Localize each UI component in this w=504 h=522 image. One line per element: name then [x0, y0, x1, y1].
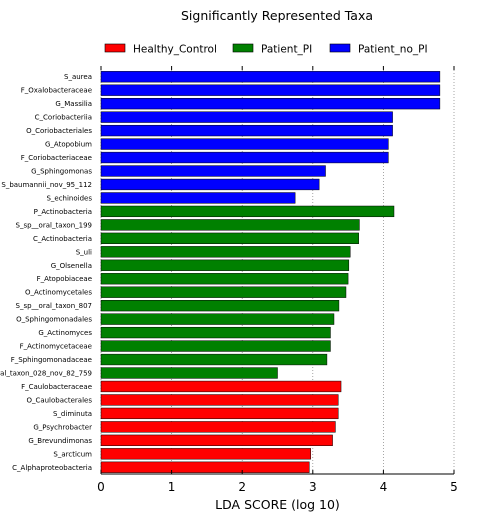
x-tick-label-0: 0: [97, 480, 105, 494]
category-label-17: O_Actinomycetales: [25, 289, 92, 297]
category-label-2: F_Oxalobacteraceae: [21, 87, 92, 95]
category-label-10: S_echinoides: [46, 194, 92, 202]
chart-title: Significantly Represented Taxa: [181, 8, 373, 23]
bar-8: [100, 165, 326, 177]
bar-13: [100, 232, 359, 244]
category-label-22: F_Sphingomonadaceae: [11, 356, 92, 364]
bar-2: [100, 84, 441, 96]
bar-29: [100, 448, 311, 460]
bar-27: [100, 421, 336, 433]
bar-26: [100, 407, 339, 420]
bar-11: [100, 205, 395, 218]
bar-20: [100, 326, 331, 339]
category-label-4: C_Coriobacteriia: [35, 114, 92, 122]
category-label-3: G_Massilia: [55, 100, 92, 108]
category-label-20: G_Actinomyces: [38, 329, 92, 337]
legend-swatch-1: [104, 43, 126, 53]
x-tick-label-1: 1: [168, 480, 176, 494]
category-label-1: S_aurea: [64, 73, 92, 81]
x-tick-label-5: 5: [450, 480, 458, 494]
category-label-25: O_Caulobacterales: [26, 396, 92, 404]
category-label-13: C_Actinobacteria: [33, 235, 92, 243]
category-label-8: G_Sphingomonas: [31, 168, 92, 176]
category-label-9: S_baumannii_nov_95_112: [1, 181, 92, 189]
category-label-19: O_Sphingomonadales: [16, 316, 92, 324]
category-label-7: F_Coriobacteriaceae: [21, 154, 92, 162]
category-label-6: G_Atopobium: [45, 141, 92, 149]
legend-swatch-2: [232, 43, 254, 53]
category-label-15: G_Olsenella: [51, 262, 92, 270]
x-tick-label-4: 4: [380, 480, 388, 494]
bar-10: [100, 192, 296, 204]
category-label-21: F_Actinomycetaceae: [20, 343, 92, 351]
category-label-28: G_Brevundimonas: [28, 437, 92, 445]
category-label-14: S_uli: [76, 248, 92, 256]
bar-1: [100, 71, 441, 83]
bar-16: [100, 273, 349, 285]
category-label-16: F_Atopobiaceae: [37, 275, 92, 283]
bar-18: [100, 300, 340, 312]
bar-4: [100, 111, 393, 123]
category-label-30: C_Alphaproteobacteria: [12, 464, 92, 472]
x-tick-label-3: 3: [309, 480, 317, 494]
legend: Healthy_Control Patient_PI Patient_no_PI: [104, 43, 428, 56]
category-label-5: O_Coriobacteriales: [26, 127, 92, 135]
bar-19: [100, 313, 335, 325]
category-label-29: S_arcticum: [53, 450, 92, 458]
category-label-18: S_sp__oral_taxon_807: [16, 302, 92, 310]
legend-label-3: Patient_no_PI: [358, 44, 428, 56]
legend-swatch-3: [329, 43, 351, 53]
legend-label-2: Patient_PI: [261, 44, 312, 56]
x-axis-label: LDA SCORE (log 10): [215, 497, 340, 512]
bar-7: [100, 151, 389, 164]
category-label-23: S_sp__oral_taxon_028_nov_82_759: [0, 370, 92, 378]
category-label-26: S_diminuta: [53, 410, 92, 418]
bar-5: [100, 124, 393, 137]
category-label-12: S_sp__oral_taxon_199: [16, 221, 92, 229]
bar-9: [100, 178, 320, 191]
bar-17: [100, 286, 347, 298]
bar-15: [100, 259, 350, 271]
category-label-24: F_Caulobacteraceae: [21, 383, 92, 391]
category-label-11: P_Actinobacteria: [34, 208, 92, 216]
bar-21: [100, 340, 331, 352]
bar-23: [100, 367, 278, 379]
bar-12: [100, 219, 360, 231]
bar-25: [100, 394, 339, 406]
bar-24: [100, 380, 342, 393]
bar-28: [100, 434, 333, 446]
legend-label-1: Healthy_Control: [133, 44, 217, 56]
bar-30: [100, 461, 310, 473]
plot-area: S_aurea F_Oxalobacteraceae G_Massilia C_Cor…: [0, 66, 458, 494]
bar-14: [100, 246, 351, 258]
category-label-27: G_Psychrobacter: [33, 423, 92, 431]
x-tick-label-2: 2: [238, 480, 246, 494]
bar-6: [100, 138, 389, 150]
bar-3: [100, 98, 441, 110]
bar-22: [100, 353, 328, 366]
